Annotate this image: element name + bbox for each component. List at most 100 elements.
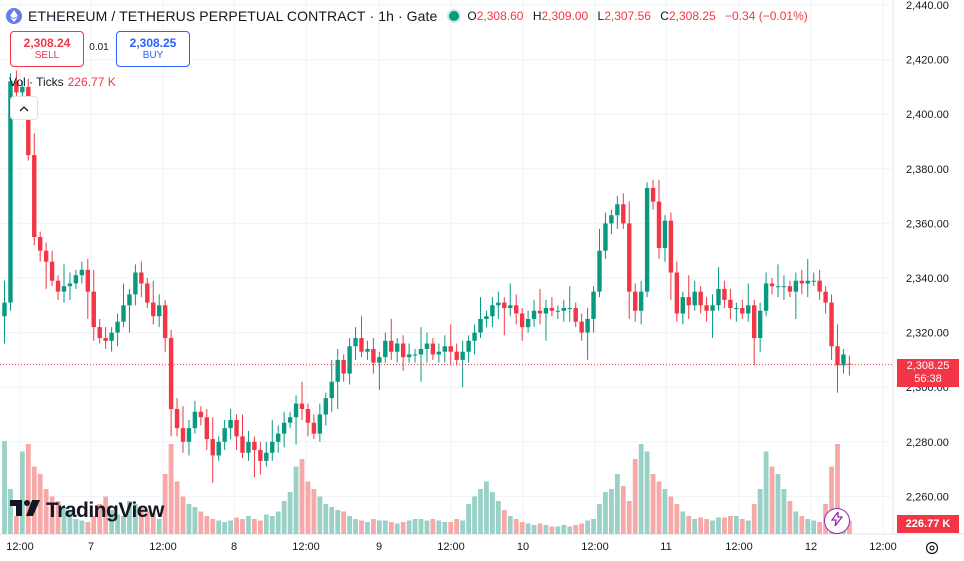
volume-bar [448,522,454,534]
close-value: 2,308.25 [668,9,716,23]
volume-bar [805,519,811,534]
candle-body [638,291,644,311]
candle-body [740,308,745,314]
candle-body [460,351,465,360]
volume-bar [347,516,352,534]
volume-bar [43,489,49,534]
candle-body [710,305,715,311]
time-axis[interactable]: 12:00 7 12:00 8 12:00 9 12:00 10 12:00 11 12:00 12 1… [6,541,897,553]
volume-bar [228,520,233,534]
volume-bar [323,504,329,534]
volume-bar [704,519,709,534]
volume-bar [353,519,358,534]
candle-body [276,433,281,442]
candle-body [335,359,340,382]
candle-body [97,327,102,339]
volume-bar [442,522,448,534]
volume-bar [269,516,275,534]
volume-bar [311,489,317,534]
volume-bar [299,459,305,534]
volume-bar [365,522,370,534]
price-tick-label: 2,400.00 [906,109,949,121]
volume-bar [186,504,192,534]
candle-body [389,340,394,352]
volume-bar [412,519,418,534]
market-status-icon[interactable] [449,11,460,21]
sell-button[interactable]: 2,308.24 SELL [10,31,84,67]
candle-body [109,332,114,341]
tradingview-logo[interactable]: TradingView [10,498,164,523]
volume-bar [133,504,138,534]
quick-action-button[interactable] [824,508,850,534]
candle-body [192,411,198,429]
candle-body [841,354,846,366]
symbol-legend[interactable]: ETHEREUM / TETHERUS PERPETUAL CONTRACT ·… [6,6,814,26]
symbol-name[interactable]: ETHEREUM / TETHERUS PERPETUAL CONTRACT [28,8,366,24]
candle-body [817,280,822,292]
candle-body [454,351,459,360]
volume-bar [61,507,67,534]
candle-body [496,302,501,306]
candle-body [20,86,25,93]
volume-legend[interactable]: Vol · Ticks 226.77 K [9,75,116,89]
buy-button[interactable]: 2,308.25 BUY [116,31,190,67]
volume-bar [109,510,114,534]
volume-bar [757,489,763,534]
volume-bar [198,511,204,534]
candle-body [85,269,90,292]
candle-body [311,422,317,434]
candle-body [781,286,787,288]
time-tick-label: 12:00 [6,541,34,553]
candle-body [198,411,204,418]
time-tick-label: 12:00 [725,541,753,553]
candle-body [424,343,430,349]
volume-bar [513,519,519,534]
candle-body [240,436,245,453]
time-tick-label: 12:00 [869,541,897,553]
candle-body [127,294,132,306]
candle-body [61,286,67,292]
volume-bar [472,496,477,534]
candle-body [716,288,721,306]
candlesticks [2,70,852,483]
candle-body [537,310,543,314]
low-label: L [597,9,605,23]
volume-bar [454,519,460,534]
volume-bar [728,516,733,534]
candle-body [264,452,269,461]
volume-bar [549,526,555,534]
candle-body [829,302,834,347]
candle-body [763,283,769,311]
candle-body [579,321,584,333]
candle-body [811,280,816,282]
price-tick-label: 2,260.00 [906,491,949,503]
volume-bar [650,474,656,534]
volume-bar [710,520,715,534]
candle-body [151,302,156,317]
price-tick-label: 2,420.00 [906,55,949,67]
tradingview-logo-icon [10,498,40,523]
close-label: C [660,9,669,23]
volume-bar [25,444,31,534]
candle-body [371,348,376,363]
price-axis[interactable]: 2,440.00 2,420.00 2,400.00 2,380.00 2,360.00… [906,0,949,503]
chart-settings-button[interactable] [924,540,940,556]
volume-bar [14,516,19,534]
volume-bar [2,441,7,534]
volume-bar [775,474,781,534]
candle-body [775,286,781,288]
exchange[interactable]: Gate [406,8,438,24]
time-tick-label: 12 [805,541,817,553]
volume-bar [210,519,216,534]
volume-bar [359,520,364,534]
candle-body [49,261,55,281]
volume-bar [501,510,507,534]
candle-body [627,223,632,292]
volume-bar [745,520,751,534]
interval[interactable]: 1h [378,8,394,24]
candle-body [323,398,328,415]
volume-bar [793,511,799,534]
collapse-legend-button[interactable] [10,96,38,120]
volume-bar [668,496,674,534]
